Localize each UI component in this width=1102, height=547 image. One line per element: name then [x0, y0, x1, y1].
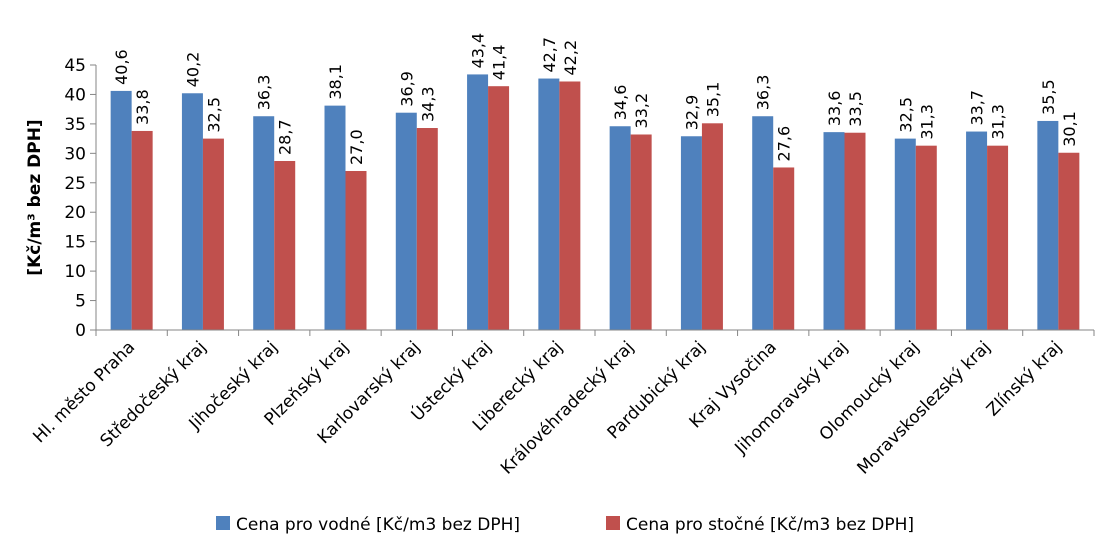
data-label-vodne-1: 40,2 — [183, 52, 202, 88]
data-label-vodne-7: 34,6 — [611, 85, 630, 121]
bar-stocne-4 — [416, 128, 438, 330]
y-tick-label: 45 — [64, 56, 86, 76]
y-tick-label: 30 — [64, 144, 86, 164]
data-label-vodne-9: 36,3 — [754, 75, 773, 111]
data-label-vodne-11: 32,5 — [896, 97, 915, 133]
data-label-stocne-13: 30,1 — [1060, 111, 1079, 147]
data-label-stocne-8: 35,1 — [703, 82, 722, 118]
legend-swatch-vodne — [216, 516, 230, 530]
data-label-stocne-12: 31,3 — [989, 104, 1008, 140]
bar-vodne-10 — [823, 132, 845, 330]
bar-vodne-6 — [538, 78, 560, 331]
data-label-vodne-12: 33,7 — [968, 90, 987, 126]
bar-vodne-0 — [110, 90, 132, 331]
y-tick-label: 10 — [64, 262, 86, 282]
bar-stocne-11 — [915, 145, 937, 330]
bar-vodne-8 — [680, 136, 702, 330]
bar-stocne-12 — [987, 145, 1009, 330]
y-axis-ticks: 0 5 10 15 20 25 30 35 40 45 — [64, 56, 96, 341]
data-label-stocne-1: 32,5 — [204, 97, 223, 133]
data-label-vodne-0: 40,6 — [112, 49, 131, 85]
data-label-vodne-13: 35,5 — [1039, 79, 1058, 115]
bar-vodne-11 — [894, 138, 916, 330]
data-label-stocne-2: 28,7 — [276, 119, 295, 155]
data-label-vodne-6: 42,7 — [540, 37, 559, 73]
legend-label-vodne: Cena pro vodné [Kč/m3 bez DPH] — [236, 515, 520, 535]
y-tick-label: 35 — [64, 115, 86, 135]
bar-stocne-8 — [701, 123, 723, 330]
x-category-label-12: Moravskoslezský kraj — [854, 337, 995, 478]
y-tick-label: 25 — [64, 174, 86, 194]
data-label-stocne-9: 27,6 — [775, 126, 794, 162]
y-tick-label: 5 — [75, 292, 86, 312]
bar-vodne-12 — [966, 131, 988, 330]
data-label-vodne-5: 43,4 — [469, 33, 488, 69]
data-label-vodne-3: 38,1 — [326, 64, 345, 100]
bar-stocne-10 — [844, 132, 866, 330]
bar-stocne-0 — [131, 130, 153, 330]
bar-stocne-7 — [630, 134, 652, 330]
bar-vodne-1 — [181, 93, 203, 331]
bar-vodne-7 — [609, 126, 631, 330]
data-label-stocne-10: 33,5 — [846, 91, 865, 127]
bar-stocne-2 — [274, 160, 296, 330]
bar-stocne-5 — [488, 86, 510, 330]
data-label-vodne-10: 33,6 — [825, 91, 844, 127]
bar-stocne-1 — [202, 138, 224, 330]
data-label-vodne-2: 36,3 — [255, 75, 274, 111]
legend-label-stocne: Cena pro stočné [Kč/m3 bez DPH] — [626, 515, 914, 535]
axes-layer — [95, 65, 1094, 331]
data-label-stocne-11: 31,3 — [917, 104, 936, 140]
data-labels-layer: 40,633,840,232,536,328,738,127,036,9 34,3… — [112, 33, 1079, 165]
bar-vodne-13 — [1037, 120, 1059, 330]
bars-layer — [95, 74, 1095, 336]
bar-stocne-13 — [1058, 152, 1080, 330]
bar-vodne-2 — [253, 116, 275, 330]
data-label-stocne-5: 41,4 — [490, 45, 509, 81]
y-tick-label: 40 — [64, 85, 86, 105]
y-tick-label: 15 — [64, 233, 86, 253]
data-label-stocne-6: 42,2 — [561, 40, 580, 76]
bar-vodne-5 — [467, 74, 489, 330]
data-label-stocne-3: 27,0 — [347, 129, 366, 165]
bar-stocne-3 — [345, 171, 367, 330]
x-category-label-13: Zlínský kraj — [983, 337, 1066, 420]
bar-vodne-3 — [324, 105, 346, 330]
data-label-vodne-4: 36,9 — [397, 71, 416, 107]
bar-stocne-9 — [773, 167, 795, 330]
data-label-stocne-7: 33,2 — [632, 93, 651, 129]
x-category-label-7: Královéhradecký kraj — [497, 337, 638, 478]
y-tick-label: 0 — [75, 321, 86, 341]
y-axis-title: [Kč/m³ bez DPH] — [25, 119, 45, 275]
data-label-stocne-0: 33,8 — [133, 89, 152, 125]
bar-vodne-4 — [395, 112, 417, 330]
bar-stocne-6 — [559, 81, 581, 330]
legend-swatch-stocne — [606, 516, 620, 530]
data-label-vodne-8: 32,9 — [682, 95, 701, 131]
bar-vodne-9 — [752, 116, 774, 330]
legend: Cena pro vodné [Kč/m3 bez DPH] Cena pro s… — [216, 515, 914, 535]
y-axis-title-group: [Kč/m³ bez DPH] — [25, 119, 45, 275]
data-label-stocne-4: 34,3 — [418, 86, 437, 122]
y-tick-label: 20 — [64, 203, 86, 223]
